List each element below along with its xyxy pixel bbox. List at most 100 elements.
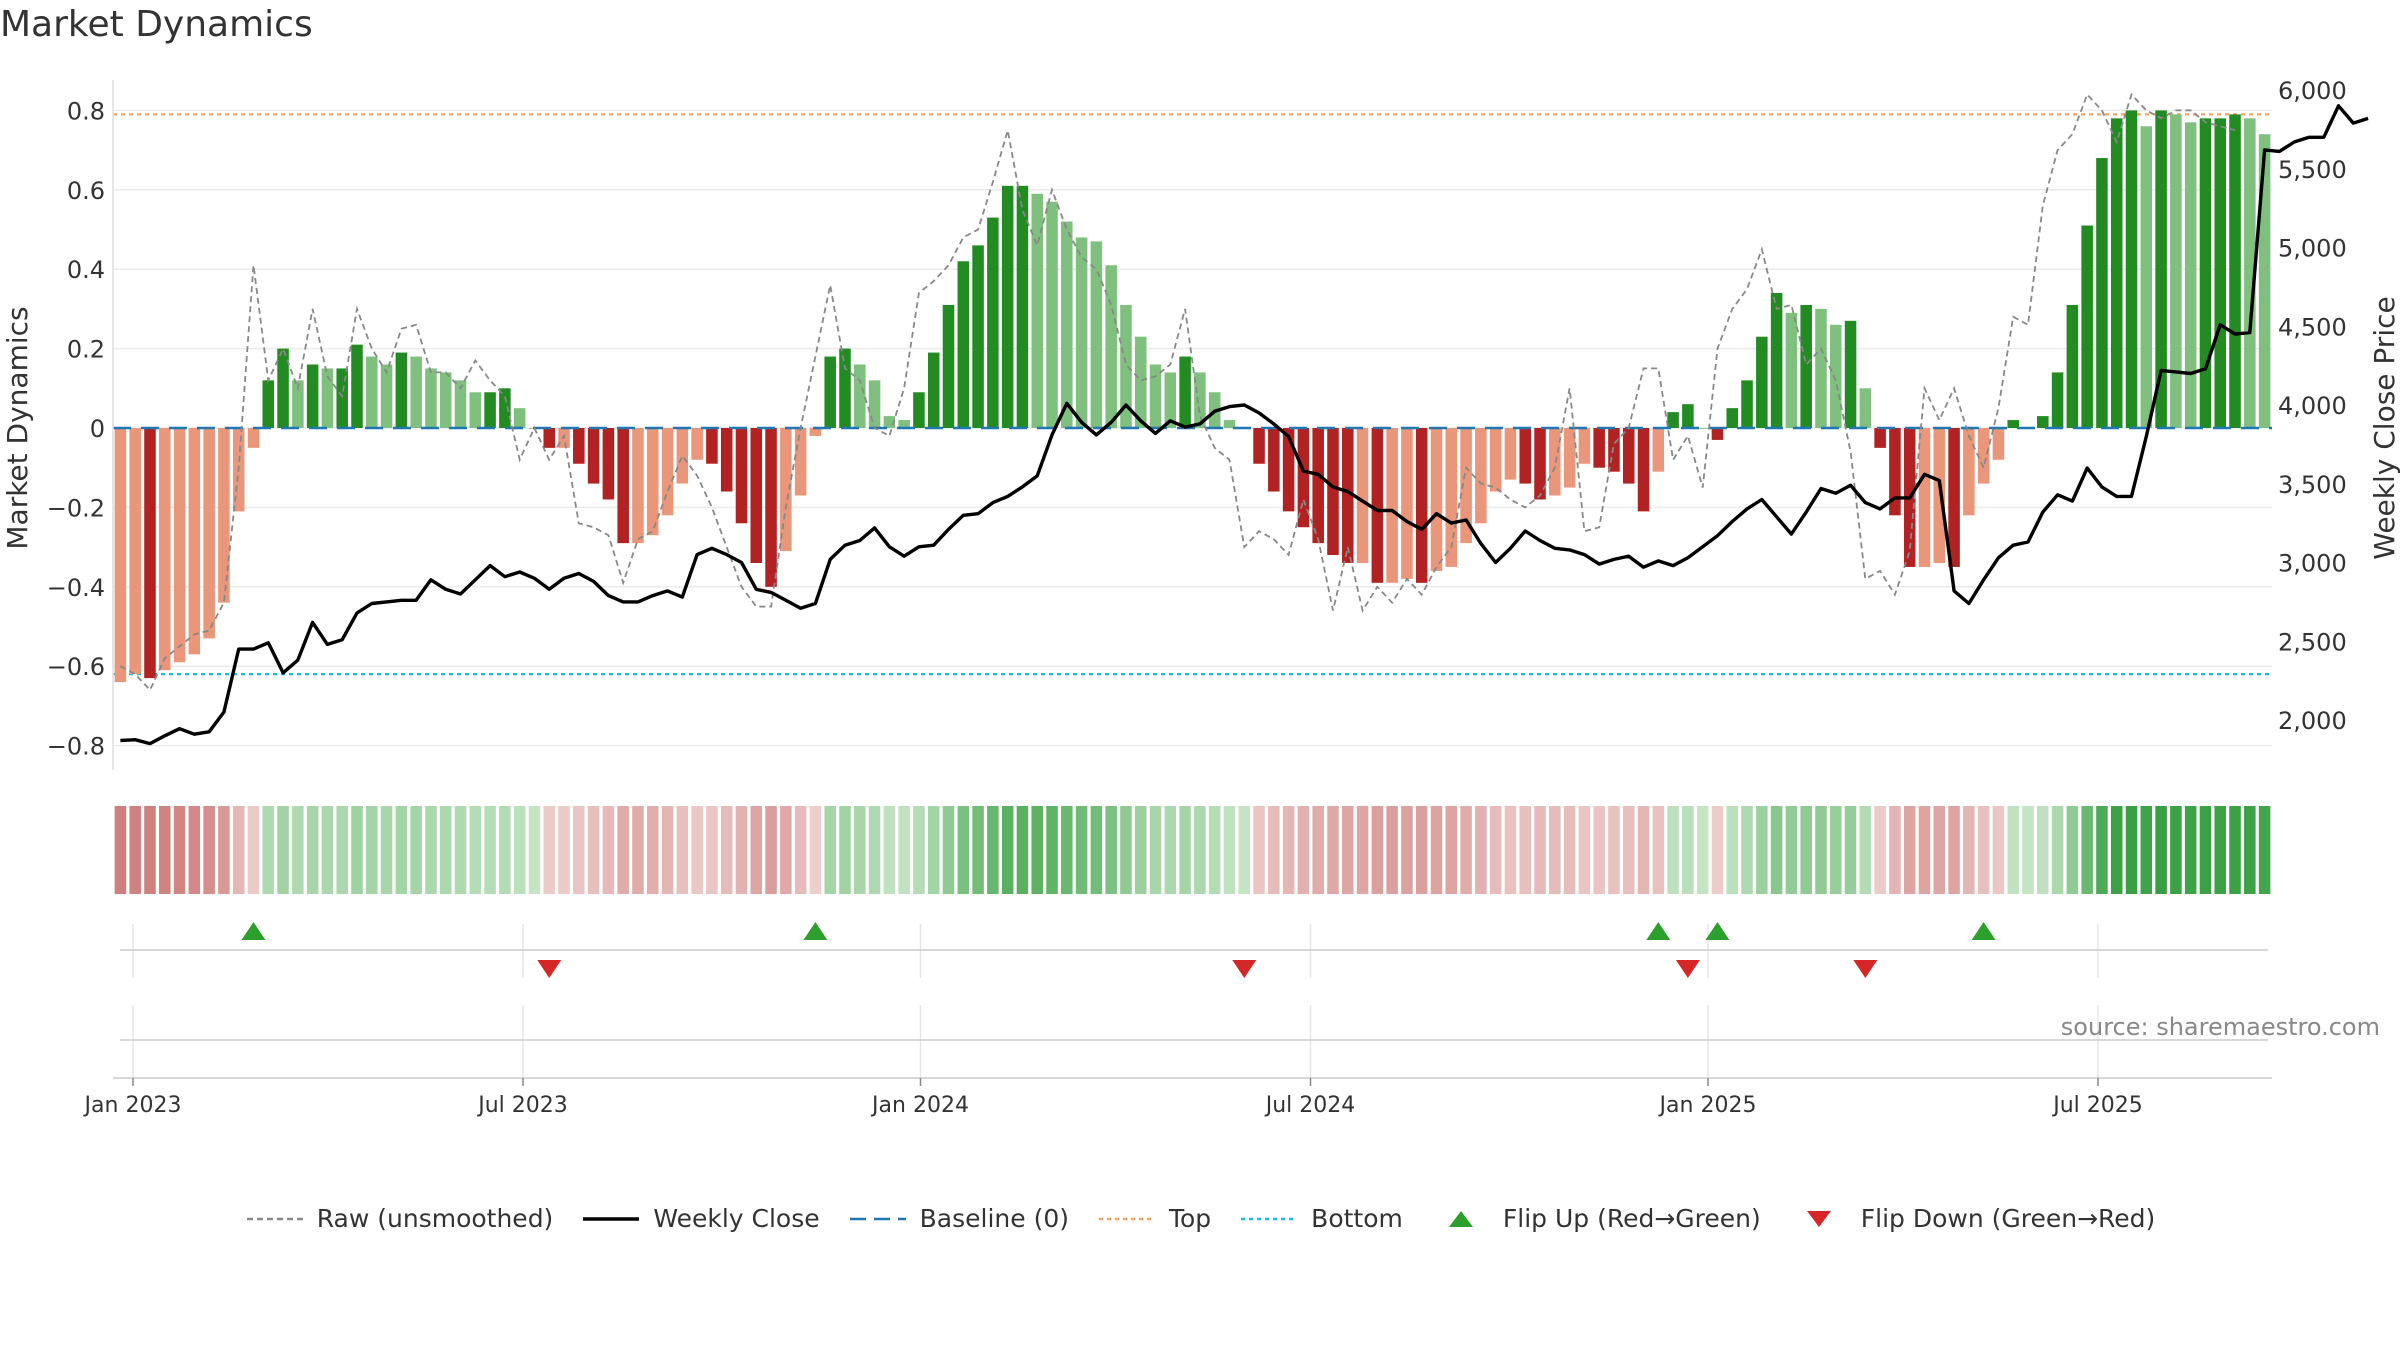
legend-item: Flip Up (Red→Green) xyxy=(1431,1204,1761,1233)
x-tick-label: Jul 2023 xyxy=(476,1093,568,1118)
right-tick-label: 2,000 xyxy=(2278,707,2347,735)
dynamics-bar xyxy=(2051,372,2064,428)
x-tick-label: Jan 2023 xyxy=(83,1093,182,1118)
heat-cell xyxy=(1475,806,1487,894)
chart-title: Market Dynamics xyxy=(0,4,313,45)
dynamics-bar xyxy=(218,428,230,603)
heat-cell xyxy=(987,806,999,894)
dynamics-bar xyxy=(173,428,186,663)
dynamics-bar xyxy=(854,364,866,428)
heat-cell xyxy=(1061,806,1073,894)
legend-triangle-down xyxy=(1806,1210,1831,1227)
heat-cell xyxy=(1415,806,1428,894)
flip-up-marker xyxy=(1971,922,1996,940)
dynamics-bar xyxy=(2184,122,2197,428)
dynamics-bar xyxy=(262,380,275,428)
dynamics-bar xyxy=(691,428,703,460)
heat-cell xyxy=(1711,806,1724,894)
heat-cell xyxy=(2244,806,2256,894)
heat-cell xyxy=(218,806,230,894)
heat-cell xyxy=(1652,806,1665,894)
dynamics-bar xyxy=(573,428,585,464)
chart-legend: Raw (unsmoothed) Weekly Close Baseline (0)… xyxy=(0,1204,2400,1233)
flip-down-marker xyxy=(1232,960,1257,978)
dynamics-bar xyxy=(646,428,659,536)
dynamics-bar xyxy=(1268,428,1280,492)
heat-cell xyxy=(1401,806,1413,894)
heat-cell xyxy=(1253,806,1265,894)
heat-cell xyxy=(913,806,925,894)
dynamics-bar xyxy=(735,428,748,524)
flip-up-marker xyxy=(1705,922,1730,940)
dynamics-bar xyxy=(1401,428,1413,579)
heat-cell xyxy=(1016,806,1029,894)
heat-cell xyxy=(1460,806,1472,894)
heat-cell xyxy=(868,806,881,894)
dynamics-bar xyxy=(1889,428,1901,516)
right-tick-label: 3,500 xyxy=(2278,471,2347,499)
heat-cell xyxy=(573,806,585,894)
heat-cell xyxy=(1386,806,1398,894)
flip-down-marker xyxy=(1675,960,1700,978)
dynamics-bar xyxy=(2170,114,2182,429)
heat-cell xyxy=(2258,806,2271,894)
heat-cell xyxy=(1134,806,1147,894)
dynamics-bar xyxy=(1282,428,1295,512)
legend-label: Raw (unsmoothed) xyxy=(316,1204,554,1233)
heat-cell xyxy=(1075,806,1088,894)
heat-cell xyxy=(1297,806,1310,894)
legend-item: Baseline (0) xyxy=(848,1204,1069,1233)
heat-cell xyxy=(1489,806,1502,894)
heat-cell xyxy=(1046,806,1058,894)
dynamics-bar xyxy=(1770,293,1783,428)
heat-cell xyxy=(2229,806,2241,894)
dynamics-bar xyxy=(1489,428,1502,492)
heat-cell xyxy=(1756,806,1768,894)
dynamics-bar xyxy=(1001,185,1014,428)
right-tick-label: 5,000 xyxy=(2278,235,2347,263)
dynamics-bar xyxy=(351,344,363,428)
heat-cell xyxy=(1504,806,1517,894)
dynamics-bar xyxy=(2110,118,2123,428)
dynamics-bar xyxy=(277,348,289,428)
heat-cell xyxy=(1785,806,1798,894)
dynamics-bar xyxy=(1371,428,1384,583)
heat-cell xyxy=(380,806,393,894)
dynamics-bar xyxy=(1046,201,1058,428)
heat-cell xyxy=(2022,806,2034,894)
heat-cell xyxy=(1179,806,1191,894)
flip-up-marker xyxy=(241,922,266,940)
dynamics-bar xyxy=(1696,428,1709,429)
dynamics-bar xyxy=(1874,428,1886,448)
heat-cell xyxy=(1549,806,1561,894)
heat-cell xyxy=(1371,806,1384,894)
heat-cell xyxy=(794,806,807,894)
legend-label: Top xyxy=(1168,1204,1212,1233)
dynamics-bar xyxy=(395,352,408,428)
heat-cell xyxy=(336,806,348,894)
heat-cell xyxy=(144,806,156,894)
left-tick-label: 0 xyxy=(90,415,105,443)
heat-cell xyxy=(661,806,674,894)
heat-cell xyxy=(927,806,940,894)
dynamics-bar xyxy=(2155,110,2167,429)
heat-cell xyxy=(1726,806,1739,894)
heat-cell xyxy=(1312,806,1324,894)
heat-cell xyxy=(292,806,304,894)
dynamics-bar xyxy=(1120,304,1132,428)
dynamics-bar xyxy=(2140,126,2153,428)
heat-cell xyxy=(1889,806,1901,894)
heat-cell xyxy=(898,806,910,894)
heat-cell xyxy=(2037,806,2049,894)
heat-cell xyxy=(114,806,127,894)
dynamics-bar xyxy=(484,392,496,428)
dynamics-bar xyxy=(1608,428,1620,472)
dynamics-bar xyxy=(543,428,556,448)
heat-cell xyxy=(277,806,289,894)
dynamics-bar xyxy=(1829,324,1842,428)
left-tick-label: 0.4 xyxy=(67,256,105,284)
dynamics-bar xyxy=(927,352,940,428)
heat-cell xyxy=(602,806,615,894)
dynamics-bar xyxy=(1756,336,1768,428)
dynamics-bar xyxy=(1430,428,1443,571)
